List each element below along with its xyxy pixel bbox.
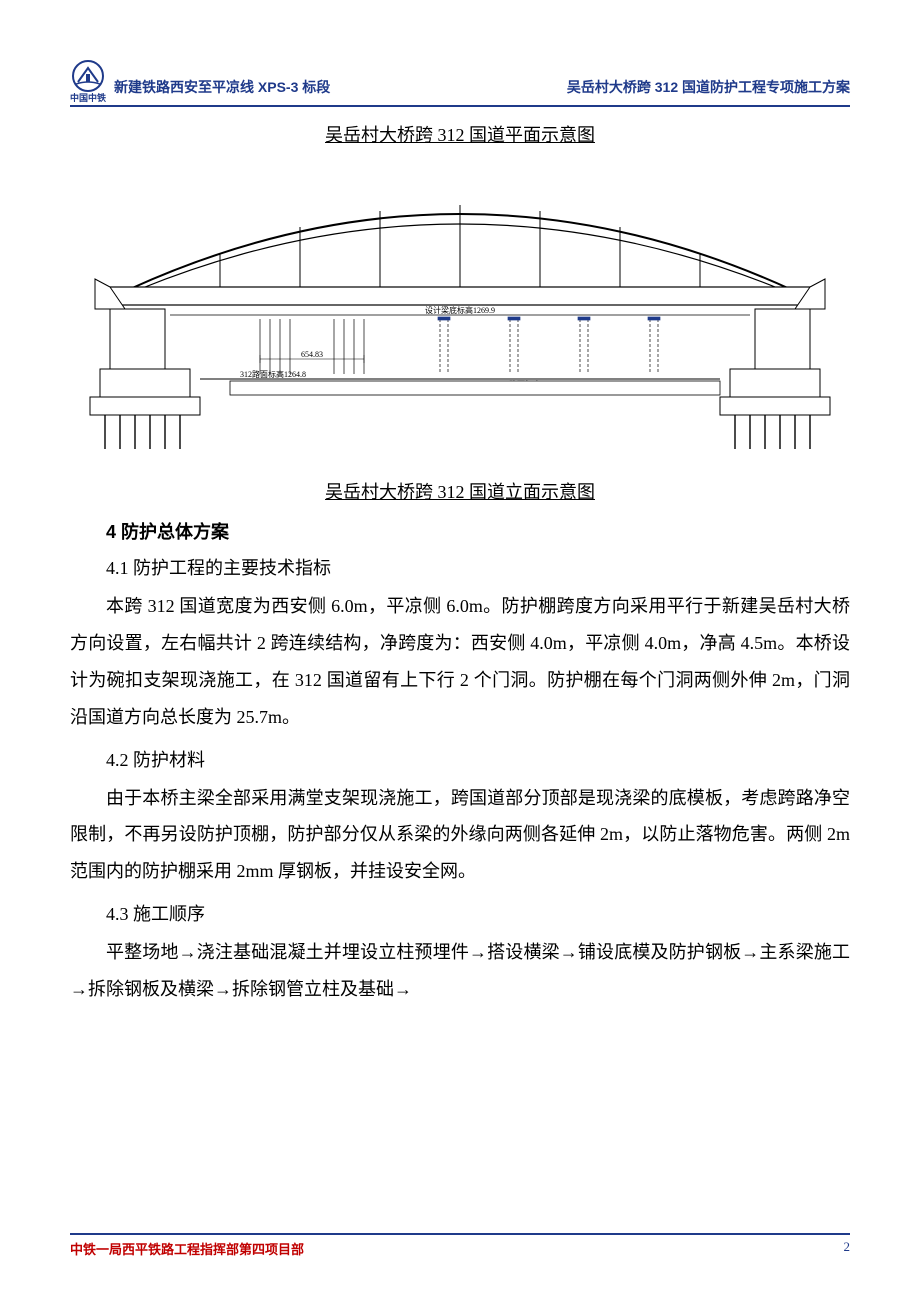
header-left-title: 新建铁路西安至平凉线 XPS-3 标段 <box>114 77 330 103</box>
logo-circle-icon <box>72 60 104 92</box>
document-page: 中国中铁 新建铁路西安至平凉线 XPS-3 标段 吴岳村大桥跨 312 国道防护… <box>0 0 920 1302</box>
elevation-center-label: 设计梁底标高1269.9 <box>425 305 495 315</box>
logo-text: 中国中铁 <box>70 94 106 103</box>
elevation-left-road-label: 312路面标高1264.8 <box>240 369 306 379</box>
header-left-group: 中国中铁 新建铁路西安至平凉线 XPS-3 标段 <box>70 60 330 103</box>
elevation-svg: 设计梁底标高1269.9 <box>70 159 850 459</box>
figure-caption-elevation: 吴岳村大桥跨 312 国道立面示意图 <box>70 478 850 504</box>
section-4-3-heading: 4.3 施工顺序 <box>70 900 850 926</box>
page-header: 中国中铁 新建铁路西安至平凉线 XPS-3 标段 吴岳村大桥跨 312 国道防护… <box>70 60 850 107</box>
page-footer: 中铁一局西平铁路工程指挥部第四项目部 2 <box>70 1233 850 1258</box>
footer-org: 中铁一局西平铁路工程指挥部第四项目部 <box>70 1239 304 1258</box>
logo-graphic-icon <box>74 62 102 90</box>
bridge-elevation-diagram: 设计梁底标高1269.9 <box>70 159 850 464</box>
section-4-heading: 4 防护总体方案 <box>70 518 850 544</box>
section-4-1-heading: 4.1 防护工程的主要技术指标 <box>70 554 850 580</box>
section-4-1-body: 本跨 312 国道宽度为西安侧 6.0m，平凉侧 6.0m。防护棚跨度方向采用平… <box>70 588 850 736</box>
section-4-2-body: 由于本桥主梁全部采用满堂支架现浇施工，跨国道部分顶部是现浇梁的底模板，考虑跨路净… <box>70 780 850 891</box>
figure-caption-plan: 吴岳村大桥跨 312 国道平面示意图 <box>70 121 850 147</box>
footer-page-number: 2 <box>844 1239 851 1258</box>
elevation-dim-label: 654.83 <box>301 350 323 359</box>
section-4-3-body: 平整场地→浇注基础混凝土并埋设立柱预埋件→搭设横梁→铺设底模及防护钢板→主系梁施… <box>70 934 850 1008</box>
section-4-2-heading: 4.2 防护材料 <box>70 746 850 772</box>
header-right-title: 吴岳村大桥跨 312 国道防护工程专项施工方案 <box>567 77 850 103</box>
company-logo: 中国中铁 <box>70 60 106 103</box>
